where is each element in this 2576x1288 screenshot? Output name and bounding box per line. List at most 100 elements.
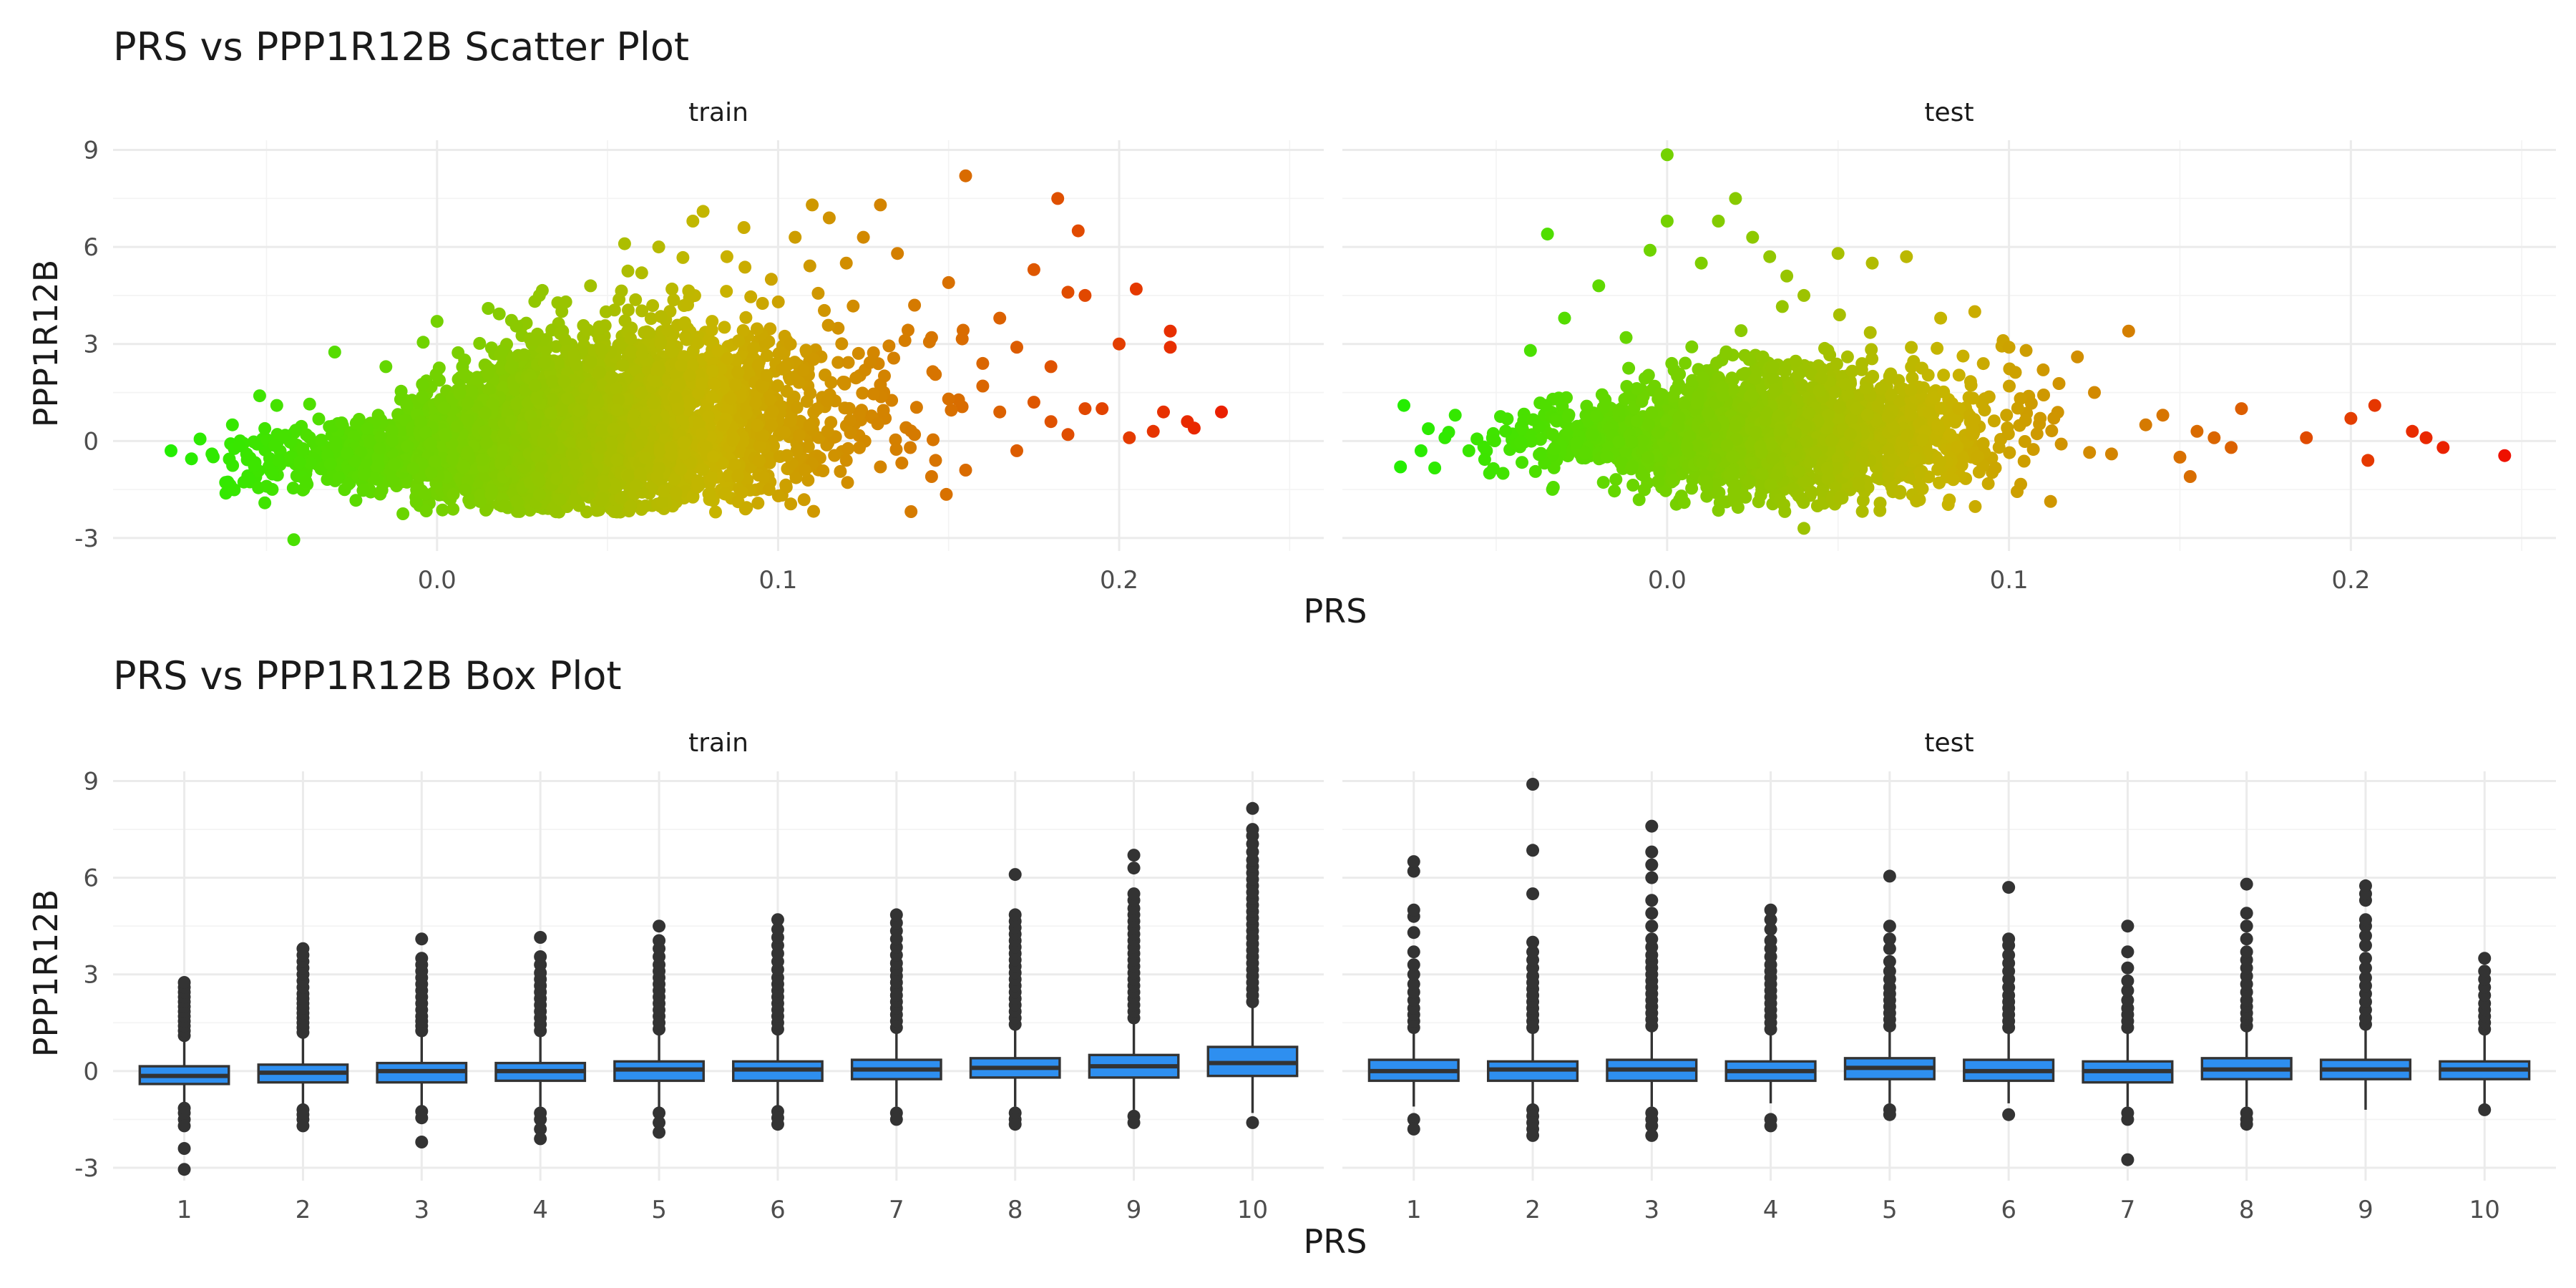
- scatter-point: [608, 505, 621, 518]
- scatter-point: [514, 420, 528, 434]
- scatter-point: [646, 396, 660, 410]
- scatter-point: [419, 504, 433, 517]
- scatter-point: [587, 393, 601, 406]
- scatter-point: [580, 381, 594, 394]
- scatter-point: [959, 464, 972, 477]
- scatter-point: [268, 439, 281, 452]
- scatter-point: [530, 392, 544, 405]
- scatter-point: [233, 439, 246, 453]
- scatter-point: [658, 484, 671, 497]
- scatter-point: [635, 347, 649, 361]
- scatter-point: [778, 426, 791, 439]
- scatter-point: [1989, 461, 2002, 474]
- scatter-point: [287, 533, 301, 547]
- scatter-point: [1163, 324, 1177, 338]
- scatter-point: [1078, 402, 1092, 416]
- scatter-point: [260, 479, 273, 493]
- scatter-point: [424, 466, 438, 479]
- scatter-point: [618, 314, 632, 328]
- scatter-point: [847, 299, 860, 313]
- scatter-point: [610, 453, 624, 467]
- scatter-point: [942, 275, 955, 289]
- scatter-point: [595, 492, 609, 505]
- scatter-point: [764, 273, 778, 286]
- scatter-point: [1499, 424, 1513, 438]
- scatter-point: [867, 387, 880, 401]
- scatter-point: [797, 493, 811, 507]
- scatter-point: [193, 432, 207, 446]
- scatter-point: [258, 496, 272, 509]
- scatter-point: [2014, 477, 2027, 491]
- scatter-point: [548, 460, 562, 474]
- scatter-point: [248, 459, 261, 472]
- scatter-point: [669, 486, 683, 499]
- scatter-point: [867, 346, 880, 359]
- scatter-point: [841, 356, 855, 369]
- scatter-point: [531, 472, 545, 485]
- scatter-point: [474, 494, 487, 508]
- scatter-point: [695, 427, 708, 441]
- scatter-point: [599, 305, 613, 318]
- scatter-point: [736, 324, 750, 337]
- scatter-point: [396, 507, 410, 520]
- scatter-point: [665, 282, 679, 296]
- scatter-point: [371, 459, 385, 473]
- scatter-point: [1027, 263, 1040, 276]
- scatter-point: [462, 414, 475, 427]
- scatter-point: [625, 345, 638, 358]
- scatter-point: [806, 198, 819, 212]
- scatter-point: [2037, 389, 2050, 401]
- box-y-axis-title: PPP1R12B: [26, 889, 65, 1058]
- scatter-point: [804, 386, 817, 400]
- scatter-point: [821, 318, 835, 332]
- scatter-point: [737, 221, 751, 234]
- scatter-point: [374, 430, 388, 444]
- scatter-point: [801, 440, 815, 454]
- scatter-point: [831, 321, 845, 335]
- scatter-point: [296, 442, 310, 455]
- scatter-point: [678, 447, 691, 461]
- scatter-point: [584, 279, 597, 293]
- scatter-point: [760, 369, 774, 382]
- scatter-point: [1638, 483, 1651, 497]
- scatter-point: [675, 358, 688, 372]
- scatter-point: [475, 453, 489, 467]
- scatter-point: [720, 250, 733, 263]
- scatter-point: [1428, 462, 1442, 474]
- scatter-point: [841, 476, 854, 489]
- scatter-point: [550, 472, 563, 486]
- scatter-point: [779, 360, 792, 374]
- scatter-point: [568, 492, 582, 506]
- scatter-point: [577, 437, 591, 451]
- scatter-point: [889, 433, 902, 447]
- scatter-point: [1550, 414, 1563, 428]
- scatter-point: [406, 462, 420, 475]
- scatter-point: [2018, 435, 2031, 448]
- scatter-point: [696, 463, 710, 477]
- scatter-point: [822, 211, 836, 225]
- scatter-point: [959, 169, 972, 182]
- scatter-point: [621, 264, 635, 278]
- scatter-point: [731, 366, 745, 379]
- scatter-point: [1096, 402, 1109, 416]
- scatter-point: [902, 323, 914, 337]
- scatter-point: [691, 474, 705, 487]
- scatter-point: [643, 326, 656, 340]
- scatter-point: [361, 422, 374, 435]
- scatter-point: [762, 483, 776, 497]
- scatter-point: [1501, 412, 1514, 426]
- scatter-point: [1044, 415, 1058, 429]
- scatter-point: [219, 476, 233, 489]
- scatter-point: [669, 391, 683, 404]
- scatter-point: [616, 358, 630, 372]
- scatter-point: [1968, 499, 1982, 513]
- scatter-point: [610, 404, 624, 417]
- scatter-point: [1931, 341, 1944, 355]
- scatter-point: [349, 416, 363, 430]
- scatter-point: [545, 406, 558, 420]
- scatter-point: [1071, 224, 1085, 238]
- scatter-point: [708, 377, 721, 391]
- scatter-point: [312, 412, 326, 426]
- scatter-point: [718, 487, 731, 501]
- scatter-point: [457, 459, 471, 473]
